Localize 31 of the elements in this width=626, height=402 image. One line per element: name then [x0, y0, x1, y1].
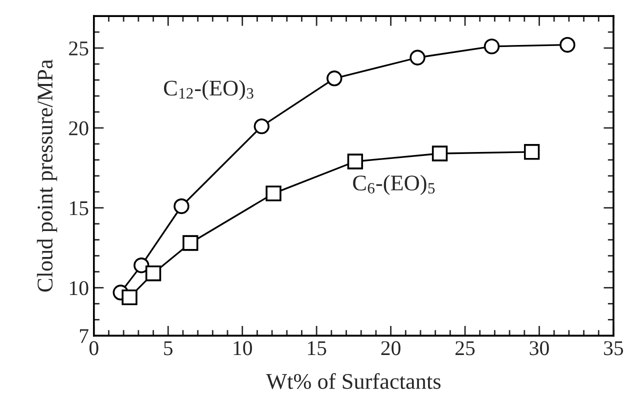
y-tick-label: 10: [70, 281, 88, 296]
point: [410, 50, 426, 66]
series-label: C$_{6}$-(EO)$_{5}$: [353, 174, 435, 196]
y-tick-label: 7: [80, 329, 88, 343]
point: [432, 146, 448, 162]
x-tick-label: 20: [381, 341, 400, 356]
x-tick-label: 0: [89, 341, 98, 356]
point: [484, 38, 500, 54]
y-axis-title: Cloud point pressure/MPa: [36, 60, 58, 292]
x-tick-label: 25: [456, 341, 475, 356]
y-tick-label: 15: [70, 201, 88, 216]
y-tick-label: 25: [69, 41, 88, 56]
series-label: C$_{12}$-(EO)$_{3}$: [164, 80, 254, 100]
x-tick-label: 5: [164, 341, 173, 356]
x-axis-title: Wt% of Surfactants: [266, 373, 441, 390]
point: [134, 258, 150, 274]
point: [122, 289, 138, 306]
point: [266, 186, 282, 202]
x-tick-label: 35: [604, 341, 624, 356]
x-tick-label: 10: [234, 341, 252, 356]
x-tick-label: 15: [308, 341, 326, 356]
point: [182, 235, 198, 251]
point: [326, 70, 342, 86]
point: [254, 118, 270, 134]
x-tick-label: 30: [530, 341, 549, 356]
point: [347, 154, 364, 170]
point: [524, 144, 540, 160]
point: [560, 36, 576, 53]
y-tick-label: 20: [69, 121, 88, 136]
point: [174, 198, 190, 214]
point: [145, 266, 162, 282]
